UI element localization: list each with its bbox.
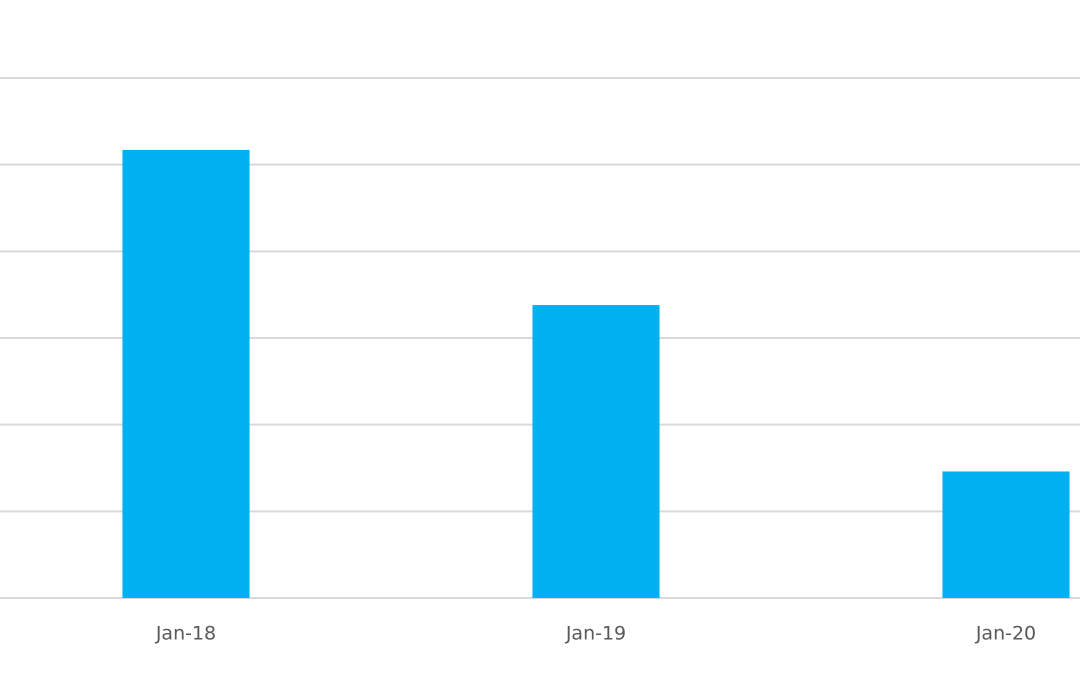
x-tick-label: Jan-20	[975, 623, 1036, 645]
x-tick-label: Jan-19	[565, 623, 626, 645]
bar	[942, 471, 1070, 598]
x-tick-label: Jan-18	[155, 623, 216, 645]
bar	[122, 149, 250, 598]
bar	[532, 305, 660, 598]
